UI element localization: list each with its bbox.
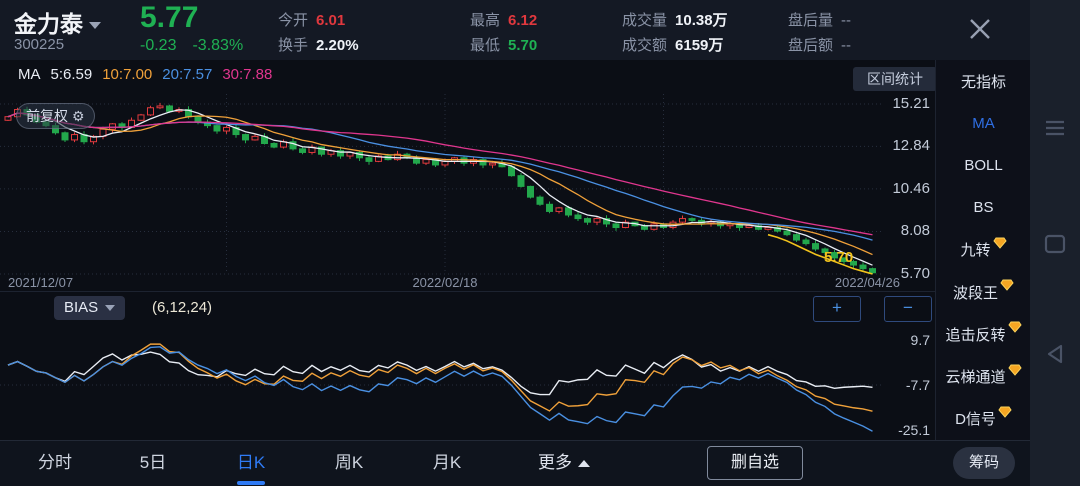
panel-divider bbox=[0, 291, 935, 292]
chevron-down-icon bbox=[89, 22, 101, 30]
premium-diamond-icon bbox=[998, 406, 1012, 418]
x-axis-label: 2021/12/07 bbox=[8, 275, 74, 290]
sidebar-item-none[interactable]: 无指标 bbox=[936, 60, 1031, 102]
stat-afterhours-amount: 盘后额 -- bbox=[788, 37, 852, 54]
bottom-bar: 分时 5日 日K 周K 月K 更多 删自选 筹码 bbox=[0, 440, 1030, 486]
close-icon[interactable] bbox=[966, 15, 994, 43]
chevron-up-icon bbox=[578, 460, 590, 468]
indicator-params: (6,12,24) bbox=[152, 299, 213, 316]
range-stats-button[interactable]: 区间统计 bbox=[853, 67, 937, 91]
sidebar-item-九转[interactable]: 九转 bbox=[936, 229, 1031, 271]
ma-prefix: MA bbox=[18, 66, 41, 83]
bias-axis-label: -7.7 bbox=[905, 377, 930, 393]
premium-diamond-icon bbox=[1007, 321, 1022, 334]
price-change: -0.23 -3.83% bbox=[140, 37, 259, 55]
recents-icon[interactable] bbox=[1041, 230, 1069, 258]
stat-low: 最低 5.70 bbox=[470, 37, 538, 54]
delete-watchlist-button[interactable]: 删自选 bbox=[707, 446, 803, 480]
stock-code: 300225 bbox=[14, 36, 65, 53]
sidebar-item-label: MA bbox=[972, 114, 995, 132]
sidebar-item-label: 云梯通道 bbox=[945, 369, 1006, 387]
bias-axis-label: -25.1 bbox=[898, 422, 930, 438]
stat-afterhours-volume: 盘后量 -- bbox=[788, 12, 852, 29]
current-price: 5.77 bbox=[140, 1, 199, 34]
sidebar-item-波段王[interactable]: 波段王 bbox=[936, 271, 1031, 313]
zoom-in-button[interactable]: + bbox=[813, 296, 861, 322]
stat-high: 最高 6.12 bbox=[470, 12, 538, 29]
sidebar-item-追击反转[interactable]: 追击反转 bbox=[936, 313, 1031, 355]
y-axis-label: 10.46 bbox=[892, 179, 930, 197]
sidebar-item-BS[interactable]: BS bbox=[936, 187, 1031, 229]
period-tabs: 分时 5日 日K 周K 月K bbox=[10, 441, 500, 486]
system-nav-bar bbox=[1030, 0, 1080, 486]
premium-diamond-icon bbox=[992, 237, 1007, 249]
stat-open: 今开 6.01 bbox=[278, 12, 346, 29]
y-axis-label: 15.21 bbox=[892, 95, 930, 112]
sidebar-item-label: 九转 bbox=[960, 242, 991, 260]
sidebar-item-云梯通道[interactable]: 云梯通道 bbox=[936, 356, 1031, 398]
back-icon[interactable] bbox=[1041, 340, 1069, 368]
stat-amount: 成交额 6159万 bbox=[622, 37, 724, 54]
ma-value-5: 5:6.59 bbox=[50, 66, 93, 83]
bias-chart[interactable] bbox=[0, 325, 935, 445]
sidebar-item-D信号[interactable]: D信号 bbox=[936, 398, 1031, 440]
indicator-selector[interactable]: BIAS bbox=[54, 296, 126, 320]
period-tab-分时[interactable]: 分时 bbox=[38, 453, 72, 472]
sidebar-item-label: BS bbox=[973, 199, 994, 217]
adjust-mode-button[interactable]: 前复权 ⚙ bbox=[16, 103, 95, 129]
y-axis-label: 5.70 bbox=[900, 265, 930, 282]
stat-volume: 成交量 10.38万 bbox=[622, 12, 728, 29]
candlestick-chart[interactable] bbox=[0, 94, 935, 291]
more-button[interactable]: 更多 bbox=[538, 441, 590, 485]
ma-value-20: 20:7.57 bbox=[162, 66, 213, 83]
period-tab-月K[interactable]: 月K bbox=[432, 453, 462, 472]
y-axis-label: 8.08 bbox=[900, 222, 930, 240]
sidebar-item-BOLL[interactable]: BOLL bbox=[936, 144, 1031, 186]
period-tab-日K[interactable]: 日K bbox=[206, 441, 296, 486]
stock-selector[interactable]: 金力泰 bbox=[14, 5, 101, 39]
gear-icon: ⚙ bbox=[72, 108, 85, 124]
change-value: -0.23 bbox=[140, 37, 177, 54]
bias-axis-label: 9.7 bbox=[910, 332, 930, 348]
period-tab-周K[interactable]: 周K bbox=[334, 453, 364, 472]
ma-values-bar: MA 5:6.59 10:7.00 20:7.57 30:7.88 bbox=[18, 66, 282, 83]
y-axis-label: 12.84 bbox=[892, 137, 930, 155]
sidebar-item-label: 追击反转 bbox=[945, 326, 1006, 344]
zoom-out-button[interactable]: − bbox=[884, 296, 932, 322]
ma-value-10: 10:7.00 bbox=[102, 66, 153, 83]
menu-icon[interactable] bbox=[1041, 114, 1069, 142]
sidebar-item-label: 无指标 bbox=[960, 73, 1006, 91]
sidebar-item-label: BOLL bbox=[964, 157, 1003, 175]
x-axis-label: 2022/04/26 bbox=[834, 275, 900, 290]
ma-value-30: 30:7.88 bbox=[222, 66, 273, 83]
low-price-marker: 5.70 bbox=[824, 249, 854, 266]
chevron-down-icon bbox=[105, 305, 116, 312]
stat-turnover: 换手 2.20% bbox=[278, 37, 359, 54]
premium-diamond-icon bbox=[1007, 364, 1022, 376]
sidebar-item-label: D信号 bbox=[955, 411, 996, 429]
change-percent: -3.83% bbox=[192, 37, 244, 54]
chips-button[interactable]: 筹码 bbox=[953, 447, 1015, 479]
premium-diamond-icon bbox=[1000, 279, 1014, 291]
indicator-sidebar: 无指标 MA BOLL BS 九转波段王追击反转云梯通道 D信号 bbox=[935, 60, 1031, 440]
x-axis-label: 2022/02/18 bbox=[412, 275, 478, 290]
period-tab-5日[interactable]: 5日 bbox=[139, 453, 167, 472]
header-bar: 金力泰 300225 5.77 -0.23 -3.83% 今开 6.01 换手 2.2… bbox=[0, 0, 1030, 60]
stock-name: 金力泰 bbox=[14, 11, 83, 37]
sidebar-item-label: 波段王 bbox=[952, 284, 998, 302]
sidebar-item-MA[interactable]: MA bbox=[936, 102, 1031, 144]
